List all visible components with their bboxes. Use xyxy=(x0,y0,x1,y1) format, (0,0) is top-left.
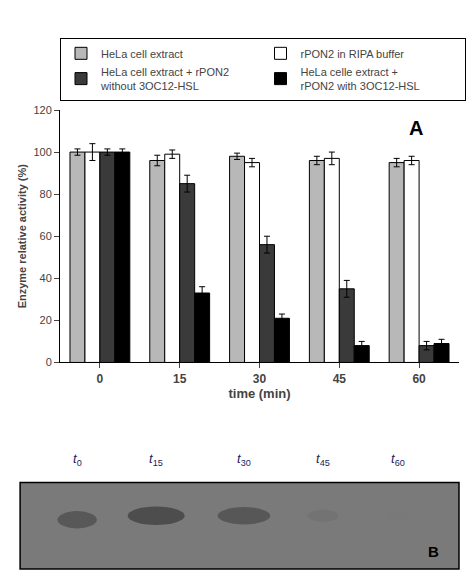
svg-text:100: 100 xyxy=(33,146,51,158)
svg-text:t​45​: t​45​ xyxy=(316,451,330,468)
svg-text:t​15​: t​15​ xyxy=(149,451,163,468)
svg-text:120: 120 xyxy=(33,104,51,116)
svg-text:time (min): time (min) xyxy=(228,386,290,401)
svg-text:HeLa celle extract +rPON2 with: HeLa celle extract +rPON2 with 3OC12-HSL xyxy=(301,66,420,92)
svg-text:60: 60 xyxy=(40,230,52,242)
svg-text:t​0​: t​0​ xyxy=(73,451,82,468)
svg-text:40: 40 xyxy=(40,272,52,284)
svg-text:B: B xyxy=(428,543,439,560)
svg-text:HeLa cell extract + rPON2witho: HeLa cell extract + rPON2without 3OC12-H… xyxy=(100,66,229,92)
svg-text:0: 0 xyxy=(97,372,104,386)
svg-text:30: 30 xyxy=(253,372,267,386)
svg-text:15: 15 xyxy=(173,372,187,386)
svg-text:45: 45 xyxy=(333,372,347,386)
svg-text:t​30​: t​30​ xyxy=(237,451,251,468)
svg-text:Enzyme relative activity (%): Enzyme relative activity (%) xyxy=(16,164,28,309)
svg-text:HeLa cell extract: HeLa cell extract xyxy=(101,48,183,60)
svg-text:rPON2 in RIPA buffer: rPON2 in RIPA buffer xyxy=(301,48,405,60)
svg-text:20: 20 xyxy=(40,314,52,326)
svg-text:t​60​: t​60​ xyxy=(391,451,405,468)
svg-text:A: A xyxy=(409,117,423,139)
svg-text:80: 80 xyxy=(40,188,52,200)
svg-text:60: 60 xyxy=(412,372,426,386)
svg-text:0: 0 xyxy=(46,356,52,368)
